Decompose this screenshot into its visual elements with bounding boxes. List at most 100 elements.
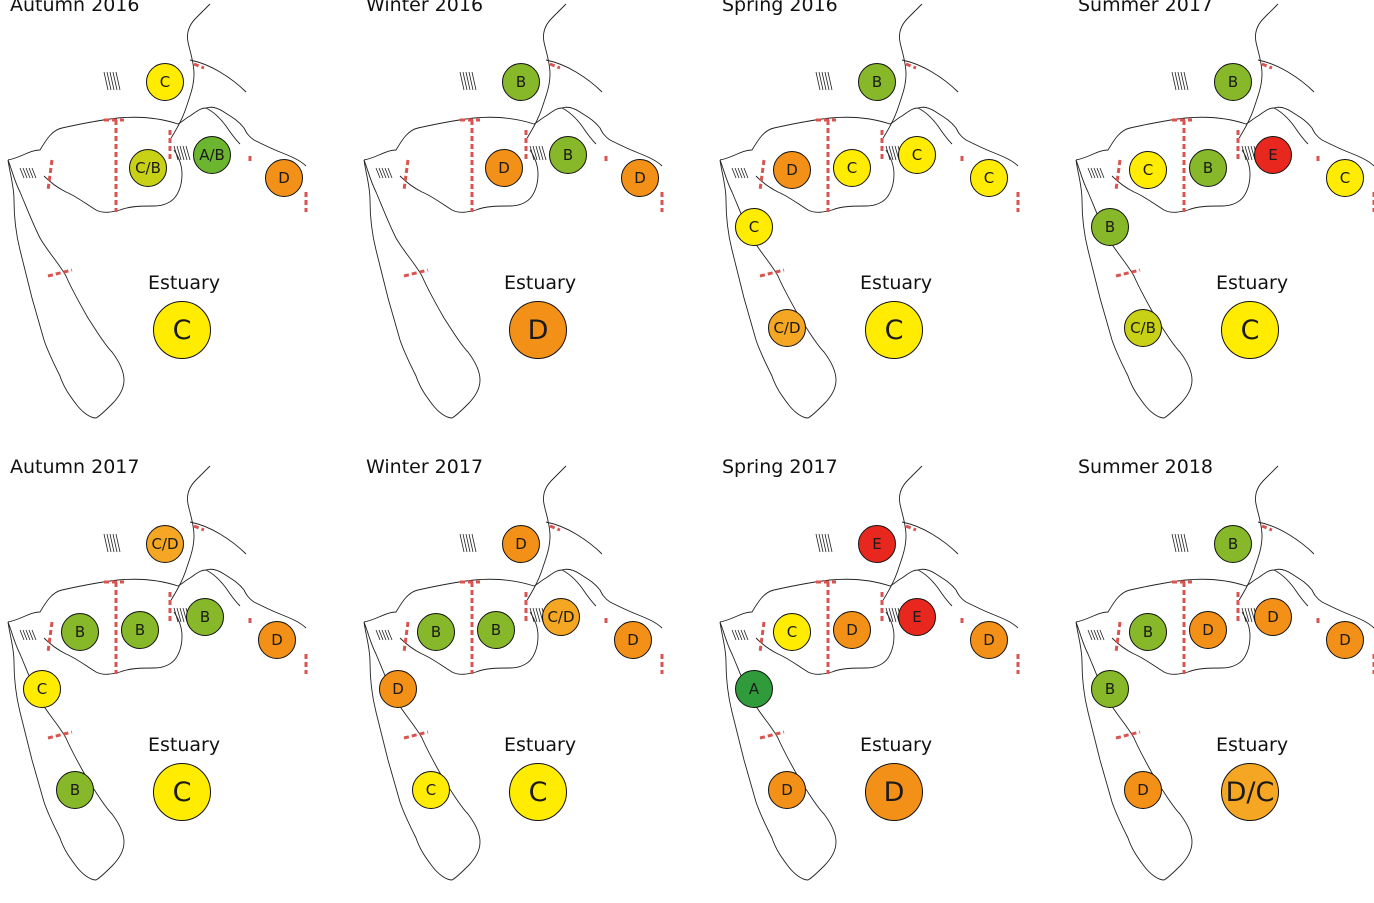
- delta-hatch: [1087, 167, 1093, 179]
- delta-hatch: [737, 629, 743, 641]
- river-path: [881, 465, 959, 607]
- delta-hatch: [25, 167, 31, 179]
- delta-hatch: [1096, 629, 1102, 641]
- delta-hatch: [740, 629, 746, 641]
- delta-hatch: [1241, 145, 1247, 161]
- zone-boundary-line: [905, 524, 917, 532]
- delta-hatch: [106, 71, 112, 91]
- site-grade-e: D: [614, 621, 652, 659]
- shoreline-path: [363, 568, 663, 881]
- site-grade-n: E: [858, 525, 896, 563]
- delta-hatch: [731, 629, 737, 641]
- site-grade-c: B: [477, 611, 515, 649]
- delta-hatch: [1093, 167, 1099, 179]
- delta-hatch: [824, 533, 830, 553]
- delta-hatch: [818, 71, 824, 91]
- delta-hatch: [532, 145, 538, 161]
- delta-hatch: [1177, 71, 1183, 91]
- delta-hatch: [378, 167, 384, 179]
- site-grade-w: B: [61, 613, 99, 651]
- panel-title: Winter 2017: [366, 456, 484, 478]
- site-grade-s2: D: [1124, 771, 1162, 809]
- delta-hatch: [1180, 533, 1186, 553]
- estuary-outline-map: [7, 465, 308, 881]
- panel-title: Summer 2018: [1078, 456, 1214, 478]
- panel-title: Spring 2016: [722, 0, 838, 16]
- delta-hatch: [103, 533, 109, 553]
- delta-hatch: [1099, 167, 1105, 179]
- panel-title: Autumn 2016: [10, 0, 140, 16]
- zone-boundary-line: [403, 268, 429, 278]
- site-grade-r: C/D: [542, 598, 580, 636]
- delta-hatch: [1183, 71, 1189, 91]
- delta-hatch: [888, 145, 894, 161]
- zone-boundary-line: [46, 159, 54, 191]
- delta-hatch: [381, 629, 387, 641]
- site-grade-w: D: [773, 151, 811, 189]
- site-grade-n: C: [146, 63, 184, 101]
- delta-hatch: [824, 71, 830, 91]
- delta-hatch: [1087, 629, 1093, 641]
- delta-hatch: [891, 145, 897, 161]
- site-grade-e: D: [265, 159, 303, 197]
- delta-hatch: [535, 607, 541, 623]
- delta-hatch: [109, 71, 115, 91]
- delta-hatch: [815, 533, 821, 553]
- site-grade-s2: C: [412, 771, 450, 809]
- site-grade-s2: C/B: [1124, 309, 1162, 347]
- delta-hatch: [22, 629, 28, 641]
- map-panel: Summer 2017 B C B E C B C/B Estuary C: [1068, 0, 1374, 441]
- site-grade-e: C: [1326, 159, 1364, 197]
- zone-boundary-line: [193, 524, 205, 532]
- shoreline-path: [719, 106, 1019, 419]
- delta-hatch: [1171, 533, 1177, 553]
- delta-hatch: [827, 71, 833, 91]
- estuary-grade-figure: Autumn 2016 C C/B A/B D Estuary C Winter 2016 B D…: [7, 0, 1374, 881]
- delta-hatch: [743, 167, 749, 179]
- delta-hatch: [471, 71, 477, 91]
- site-grade-r: A/B: [193, 136, 231, 174]
- delta-hatch: [179, 607, 185, 623]
- delta-hatch: [179, 145, 185, 161]
- delta-hatch: [541, 145, 547, 161]
- delta-hatch: [1244, 145, 1250, 161]
- site-grade-e: D: [258, 621, 296, 659]
- zone-boundary-line: [549, 524, 561, 532]
- delta-hatch: [1090, 167, 1096, 179]
- delta-hatch: [731, 167, 737, 179]
- shoreline-path: [7, 106, 307, 419]
- estuary-label: Estuary: [148, 734, 221, 756]
- delta-hatch: [176, 145, 182, 161]
- delta-hatch: [529, 145, 535, 161]
- delta-hatch: [1099, 629, 1105, 641]
- delta-hatch: [815, 71, 821, 91]
- estuary-grade: C: [509, 763, 567, 821]
- delta-hatch: [375, 629, 381, 641]
- site-grade-s1: C: [735, 208, 773, 246]
- panel-title: Spring 2017: [722, 456, 838, 478]
- site-grade-r: D: [1254, 598, 1292, 636]
- site-grade-s2: C/D: [768, 309, 806, 347]
- delta-hatch: [459, 533, 465, 553]
- map-panel: Summer 2018 B B D D D B D Estuary D/C: [1068, 456, 1374, 903]
- site-grade-r: C: [898, 136, 936, 174]
- zone-boundary-line: [1261, 62, 1273, 70]
- delta-hatch: [112, 71, 118, 91]
- delta-hatch: [1244, 607, 1250, 623]
- estuary-outline-map: [7, 3, 308, 419]
- site-grade-c: C/B: [129, 149, 167, 187]
- shoreline-path: [7, 568, 307, 881]
- delta-hatch: [734, 167, 740, 179]
- site-grade-c: D: [1189, 611, 1227, 649]
- estuary-grade: C: [1221, 301, 1279, 359]
- site-grade-s2: D: [768, 771, 806, 809]
- site-grade-c: C: [833, 149, 871, 187]
- delta-hatch: [28, 167, 34, 179]
- delta-hatch: [827, 533, 833, 553]
- site-grade-c: B: [121, 611, 159, 649]
- site-grade-n: D: [502, 525, 540, 563]
- delta-hatch: [1241, 607, 1247, 623]
- delta-hatch: [115, 71, 121, 91]
- delta-hatch: [19, 167, 25, 179]
- delta-hatch: [22, 167, 28, 179]
